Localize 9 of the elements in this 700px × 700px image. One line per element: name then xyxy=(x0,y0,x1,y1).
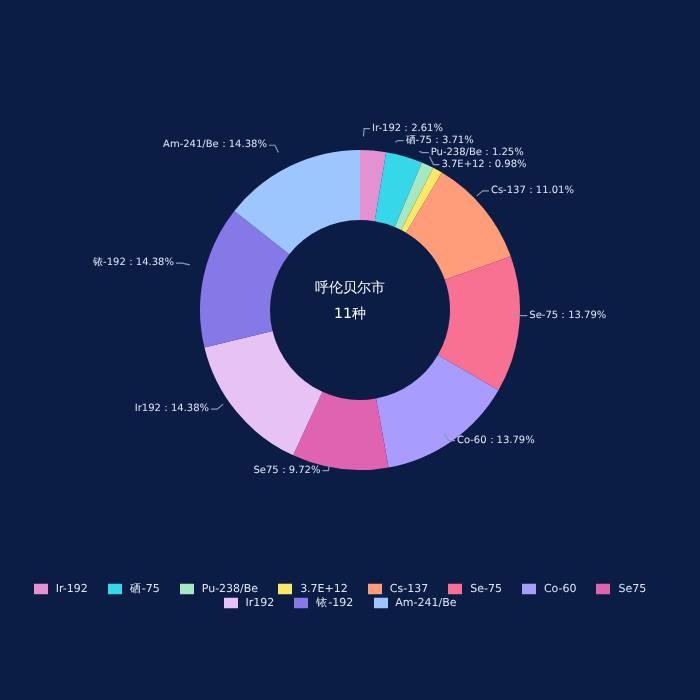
donut-slice xyxy=(376,355,499,468)
donut-slice xyxy=(293,391,389,470)
donut-slice xyxy=(401,167,442,233)
donut-slice xyxy=(234,150,360,255)
donut-slice xyxy=(437,256,520,391)
donut-slice xyxy=(360,150,387,222)
donut-slice xyxy=(200,210,290,348)
donut-slice xyxy=(394,162,434,230)
donut-slice xyxy=(374,152,422,227)
